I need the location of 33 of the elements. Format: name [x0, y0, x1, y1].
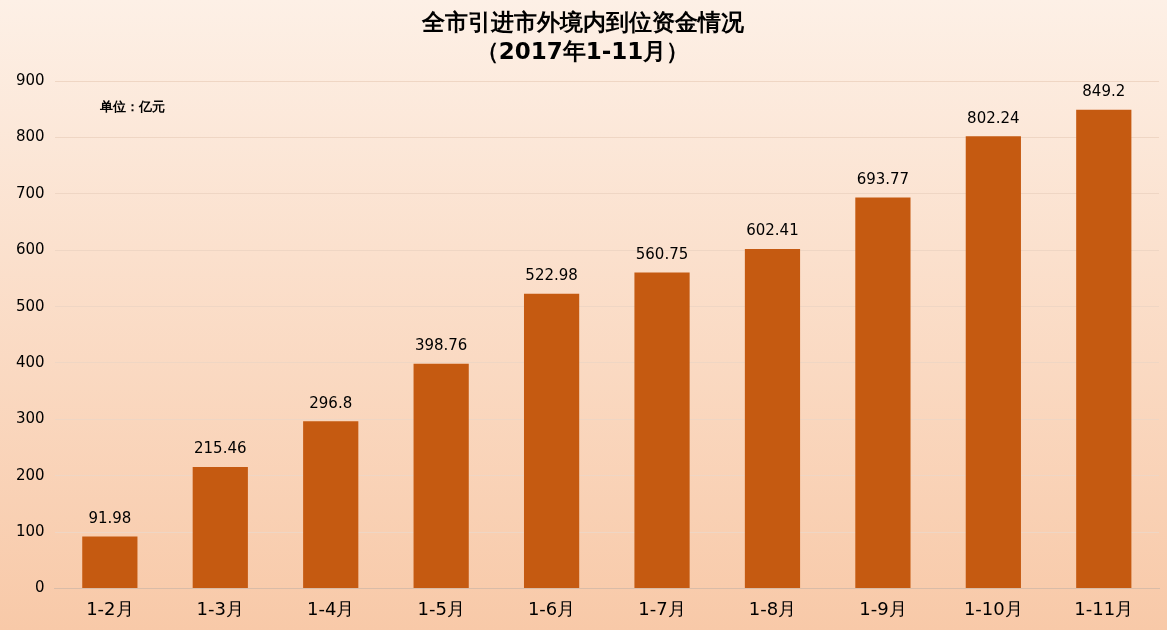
- y-tick-label: 600: [15, 240, 45, 259]
- x-tick-label: 1-11月: [1074, 597, 1134, 619]
- y-tick-label: 800: [15, 127, 45, 146]
- x-tick-label: 1-9月: [859, 597, 907, 619]
- y-tick-label: 200: [15, 465, 45, 484]
- x-tick-label: 1-2月: [86, 597, 134, 619]
- x-tick-label: 1-3月: [196, 597, 244, 619]
- chart-title: 全市引进市外境内到位资金情况: [420, 8, 745, 35]
- y-tick-label: 700: [15, 183, 45, 202]
- data-label: 91.98: [88, 508, 132, 527]
- data-label: 602.41: [746, 221, 799, 240]
- y-tick-label: 100: [15, 521, 45, 540]
- x-tick-label: 1-4月: [307, 597, 355, 619]
- chart-subtitle: （2017年1-11月）: [475, 38, 690, 65]
- data-label: 802.24: [967, 108, 1020, 127]
- y-tick-label: 900: [15, 71, 45, 90]
- data-label: 296.8: [309, 393, 353, 412]
- data-label: 849.2: [1082, 82, 1126, 101]
- data-label: 215.46: [194, 439, 247, 458]
- data-label: 560.75: [635, 244, 689, 263]
- x-tick-label: 1-6月: [527, 597, 576, 619]
- annotation: 单位：亿元: [98, 99, 165, 115]
- x-tick-label: 1-10月: [963, 597, 1023, 619]
- data-label: 522.98: [525, 266, 578, 285]
- x-tick-label: 1-7月: [638, 597, 686, 619]
- x-tick-label: 1-5月: [417, 597, 465, 619]
- y-tick-label: 0: [35, 578, 45, 597]
- y-tick-label: 500: [15, 296, 45, 315]
- y-tick-label: 400: [15, 352, 45, 371]
- data-label: 398.76: [414, 336, 468, 355]
- x-tick-label: 1-8月: [748, 597, 797, 619]
- y-tick-label: 300: [15, 409, 45, 428]
- data-label: 693.77: [856, 169, 910, 188]
